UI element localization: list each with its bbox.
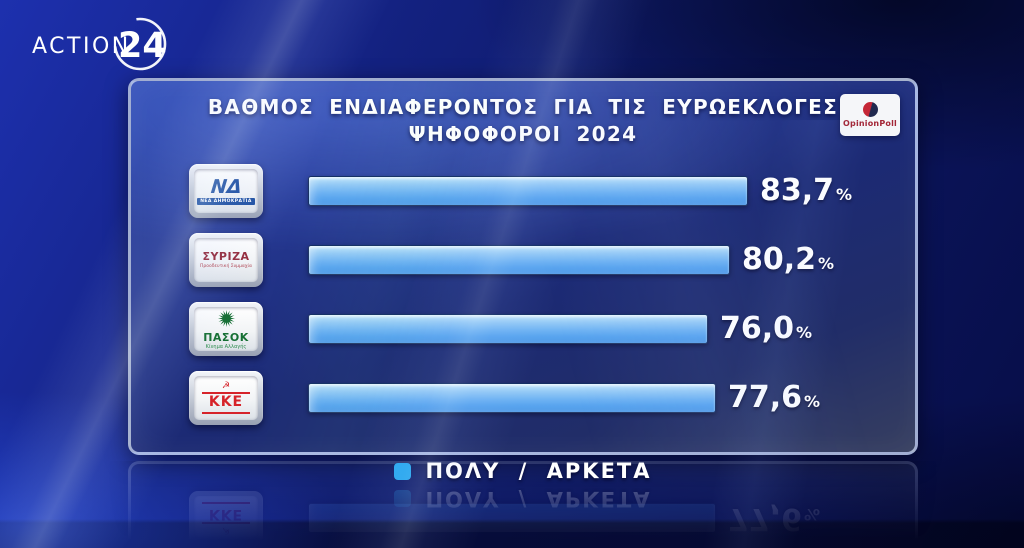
percent-sign: % — [796, 323, 813, 342]
opinionpoll-logo-icon — [862, 102, 878, 117]
bar-kke — [308, 383, 716, 413]
pasok-icon-wrap — [217, 309, 236, 332]
kke-logo-text: ΚΚΕ — [201, 392, 251, 414]
pasok-logo-text: ΠΑΣΟΚ — [203, 330, 249, 344]
action24-logo-number: 24 — [118, 26, 167, 66]
legend-reflection: ΠΟΛΥ / ΑΡΚΕΤΑ — [0, 488, 1024, 528]
poll-title-line1: ΒΑΘΜΟΣ ΕΝΔΙΑΦΕΡΟΝΤΟΣ ΓΙΑ ΤΙΣ ΕΥΡΩΕΚΛΟΓΕΣ — [207, 95, 839, 119]
bar-syriza — [308, 245, 730, 275]
percent-sign: % — [804, 392, 821, 411]
bar-value: 77,6% — [728, 380, 821, 415]
bar-nd — [308, 176, 748, 206]
chart-row: ΠΑΣΟΚ Κίνημα Αλλαγής 76,0% — [189, 301, 915, 357]
syriza-logo-subtext: Προοδευτική Συμμαχία — [200, 264, 252, 270]
legend-swatch-icon — [394, 463, 412, 480]
kke-hammer-sickle-icon: ☭ — [221, 381, 231, 392]
pasok-sunburst-icon — [217, 309, 235, 327]
opinionpoll-badge: OpinionPoll — [840, 94, 900, 136]
chart-row: ☭ ΚΚΕ 77,6% — [189, 370, 915, 426]
chart-row: ΣΥΡΙΖΑ Προοδευτική Συμμαχία 80,2% — [189, 232, 915, 288]
party-logo-syriza: ΣΥΡΙΖΑ Προοδευτική Συμμαχία — [189, 233, 263, 287]
chart-legend: ΠΟΛΥ / ΑΡΚΕΤΑ — [128, 461, 918, 482]
opinionpoll-badge-label: OpinionPoll — [843, 119, 897, 128]
party-logo-kke: ☭ ΚΚΕ — [189, 371, 263, 425]
percent-sign: % — [836, 185, 853, 204]
action24-logo-text: ACTION — [32, 34, 131, 59]
action24-logo-circle — [113, 17, 167, 71]
bar-pasok — [308, 314, 708, 344]
party-logo-screen: ΣΥΡΙΖΑ Προοδευτική Συμμαχία — [194, 238, 258, 282]
action24-logo: ACTION 24 — [32, 17, 167, 71]
party-logo-screen: ΠΑΣΟΚ Κίνημα Αλλαγής — [194, 307, 258, 351]
party-logo-screen: ΝΔ ΝΕΑ ΔΗΜΟΚΡΑΤΙΑ — [194, 169, 258, 213]
legend-label: ΠΟΛΥ / ΑΡΚΕΤΑ — [425, 459, 652, 483]
poll-title: ΒΑΘΜΟΣ ΕΝΔΙΑΦΕΡΟΝΤΟΣ ΓΙΑ ΤΙΣ ΕΥΡΩΕΚΛΟΓΕΣ… — [131, 94, 915, 148]
party-logo-pasok: ΠΑΣΟΚ Κίνημα Αλλαγής — [189, 302, 263, 356]
chart-rows: ΝΔ ΝΕΑ ΔΗΜΟΚΡΑΤΙΑ 83,7% ΣΥΡΙΖΑ Προοδευτική Σ… — [131, 163, 915, 426]
poll-title-line2: ΨΗΦΟΦΟΡΟΙ 2024 — [408, 122, 638, 146]
party-logo-screen: ☭ ΚΚΕ — [194, 376, 258, 420]
chart-row: ΝΔ ΝΕΑ ΔΗΜΟΚΡΑΤΙΑ 83,7% — [189, 163, 915, 219]
nd-logo-text: ΝΔ — [209, 175, 243, 198]
party-logo-nd: ΝΔ ΝΕΑ ΔΗΜΟΚΡΑΤΙΑ — [189, 164, 263, 218]
bar-value: 76,0% — [720, 311, 813, 346]
pasok-logo-subtext: Κίνημα Αλλαγής — [205, 343, 247, 350]
syriza-logo-text: ΣΥΡΙΖΑ — [202, 249, 250, 263]
bar-value: 80,2% — [742, 242, 835, 277]
percent-sign: % — [818, 254, 835, 273]
nd-logo-subtext: ΝΕΑ ΔΗΜΟΚΡΑΤΙΑ — [197, 197, 255, 205]
bar-value: 83,7% — [760, 173, 853, 208]
poll-board: ΒΑΘΜΟΣ ΕΝΔΙΑΦΕΡΟΝΤΟΣ ΓΙΑ ΤΙΣ ΕΥΡΩΕΚΛΟΓΕΣ… — [128, 78, 918, 455]
